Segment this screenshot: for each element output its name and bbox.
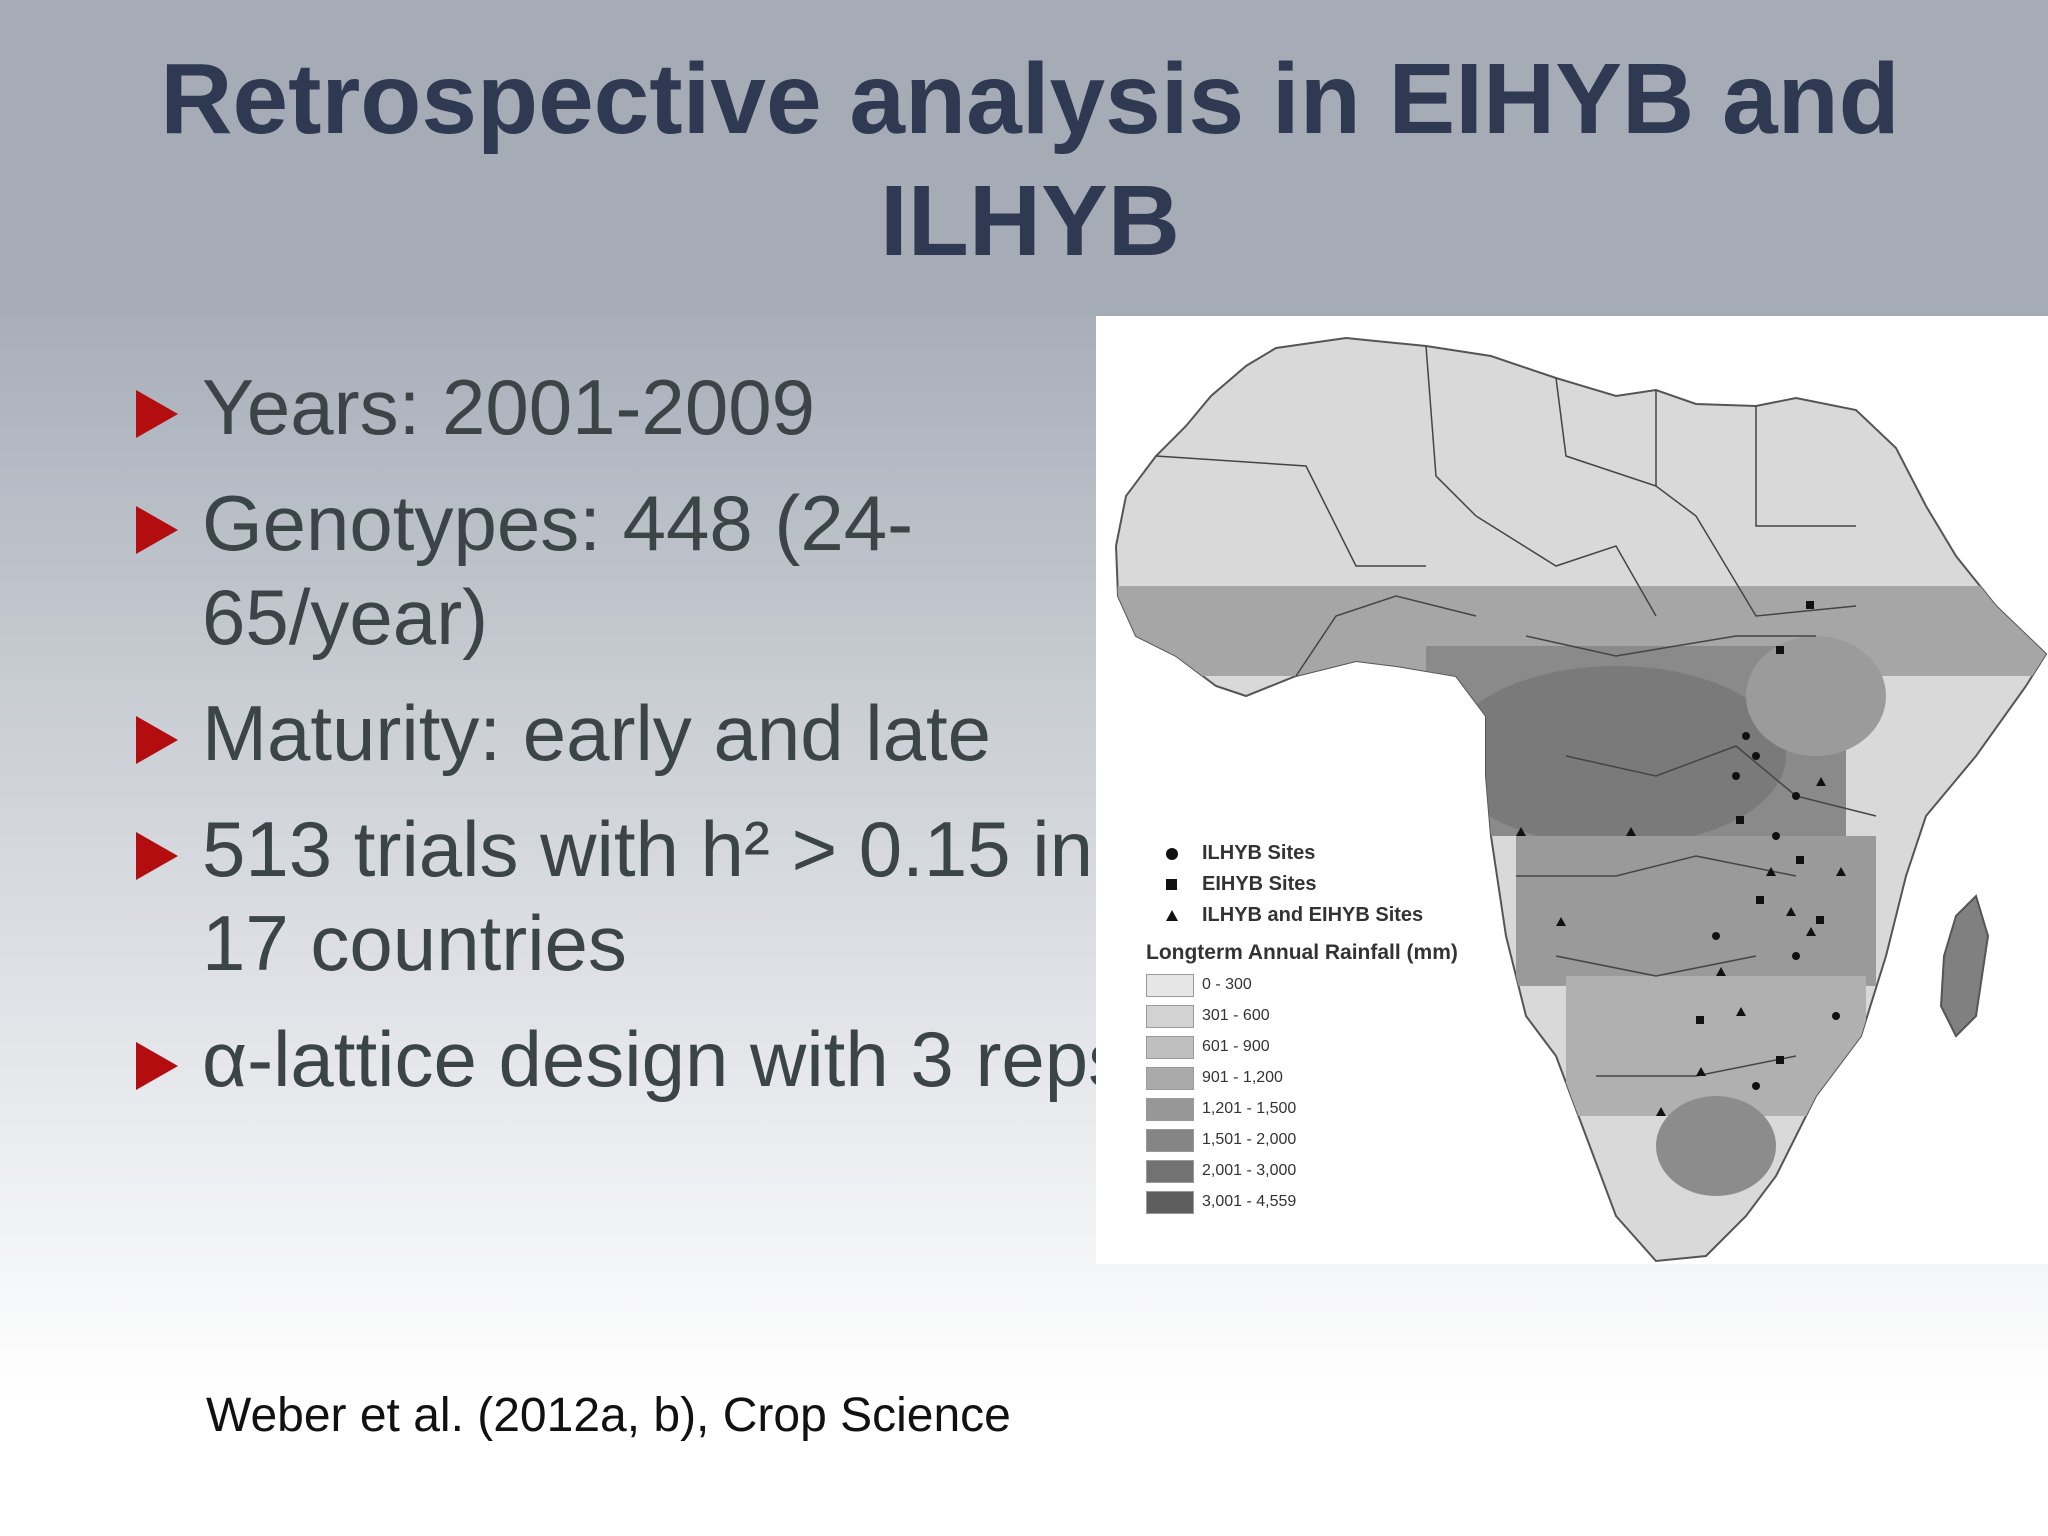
rainfall-swatch [1146, 974, 1194, 997]
bullet-item: Years: 2001-2009 [136, 360, 1136, 454]
rainfall-legend-title: Longterm Annual Rainfall (mm) [1146, 941, 1458, 964]
africa-continent-shape [1114, 336, 2048, 1263]
bullet-text: Years: 2001-2009 [202, 363, 815, 451]
rainfall-swatch [1146, 1098, 1194, 1121]
red-triangle-bullet-icon [136, 390, 178, 438]
rainfall-swatch [1146, 1005, 1194, 1028]
title-band [0, 0, 2048, 316]
madagascar-shape [1939, 894, 1990, 1038]
rainfall-class: 301 - 600 [1146, 1000, 1506, 1031]
legend-both-sites: ILHYB and EIHYB Sites [1146, 900, 1506, 931]
rainfall-class: 601 - 900 [1146, 1031, 1506, 1062]
bullet-list: Years: 2001-2009 Genotypes: 448 (24-65/y… [136, 360, 1136, 1128]
red-triangle-bullet-icon [136, 716, 178, 764]
map-legend: ILHYB Sites EIHYB Sites ILHYB and EIHYB … [1146, 838, 1506, 1217]
rainfall-swatch [1146, 1067, 1194, 1090]
bullet-text: Genotypes: 448 (24-65/year) [202, 479, 914, 661]
legend-ilhyb-sites: ILHYB Sites [1146, 838, 1506, 869]
red-triangle-bullet-icon [136, 506, 178, 554]
africa-map-figure: ILHYB Sites EIHYB Sites ILHYB and EIHYB … [1096, 316, 2048, 1264]
slide-title: Retrospective analysis in EIHYB and ILHY… [160, 43, 1900, 277]
red-triangle-bullet-icon [136, 1042, 178, 1090]
triangle-marker-icon [1166, 910, 1178, 921]
rainfall-swatch [1146, 1129, 1194, 1152]
rainfall-swatch [1146, 1036, 1194, 1059]
rainfall-class: 901 - 1,200 [1146, 1062, 1506, 1093]
africa-rainfall-map [1114, 336, 2048, 1263]
rainfall-class: 2,001 - 3,000 [1146, 1155, 1506, 1186]
bullet-text: Maturity: early and late [202, 689, 992, 777]
rainfall-class: 3,001 - 4,559 [1146, 1186, 1506, 1217]
bullet-text: 513 trials with h² > 0.15 in 17 countrie… [202, 805, 1093, 987]
rainfall-class: 0 - 300 [1146, 969, 1506, 1000]
bullet-text: α-lattice design with 3 reps [202, 1015, 1128, 1103]
bullet-item: Maturity: early and late [136, 686, 1136, 780]
rainfall-swatch [1146, 1160, 1194, 1183]
rainfall-class: 1,201 - 1,500 [1146, 1093, 1506, 1124]
citation: Weber et al. (2012a, b), Crop Science [206, 1389, 1011, 1442]
red-triangle-bullet-icon [136, 832, 178, 880]
bullet-item: α-lattice design with 3 reps [136, 1012, 1136, 1106]
square-marker-icon [1166, 879, 1177, 890]
legend-eihyb-sites: EIHYB Sites [1146, 869, 1506, 900]
rainfall-swatch [1146, 1191, 1194, 1214]
bullet-item: Genotypes: 448 (24-65/year) [136, 476, 1136, 664]
rainfall-class: 1,501 - 2,000 [1146, 1124, 1506, 1155]
bullet-item: 513 trials with h² > 0.15 in 17 countrie… [136, 802, 1136, 990]
circle-marker-icon [1166, 848, 1178, 860]
trial-site-markers [1516, 601, 1846, 1116]
